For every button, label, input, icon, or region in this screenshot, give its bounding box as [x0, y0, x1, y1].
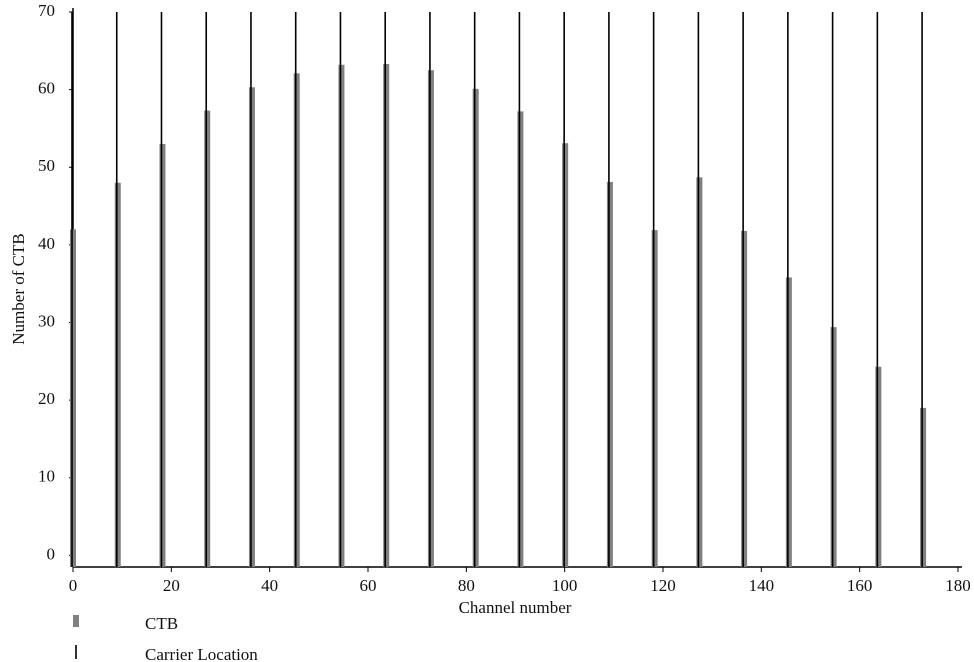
- y-tick-label: 60: [38, 79, 55, 98]
- x-tick-label: 180: [945, 576, 971, 595]
- y-tick-label: 10: [38, 467, 55, 486]
- bar: [427, 70, 434, 567]
- bar: [204, 110, 211, 568]
- bar: [293, 73, 300, 567]
- bar: [248, 87, 255, 568]
- y-tick-label: 20: [38, 389, 55, 408]
- bar: [517, 111, 524, 568]
- x-tick-label: 40: [261, 576, 278, 595]
- y-tick-label: 30: [38, 311, 55, 330]
- bar: [785, 277, 792, 567]
- bar: [741, 230, 748, 567]
- x-tick-label: 100: [552, 576, 578, 595]
- legend-marker: [73, 615, 79, 627]
- x-tick-label: 80: [458, 576, 475, 595]
- x-axis-label: Channel number: [459, 598, 572, 617]
- bar: [651, 230, 658, 567]
- bar: [159, 143, 166, 567]
- bar: [606, 181, 613, 567]
- y-tick-label: 70: [38, 1, 55, 20]
- legend-label: Carrier Location: [145, 645, 258, 662]
- x-tick-label: 160: [847, 576, 873, 595]
- bar: [830, 327, 837, 567]
- bar: [696, 177, 703, 567]
- bar: [338, 64, 345, 568]
- y-axis-label: Number of CTB: [9, 233, 28, 344]
- x-tick-label: 140: [749, 576, 775, 595]
- x-tick-label: 120: [650, 576, 676, 595]
- y-tick-label: 40: [38, 234, 55, 253]
- x-tick-label: 0: [69, 576, 78, 595]
- bar: [472, 88, 479, 567]
- bar: [383, 64, 390, 568]
- x-tick-label: 20: [163, 576, 180, 595]
- bar: [562, 143, 569, 567]
- y-tick-label: 50: [38, 156, 55, 175]
- legend-label: CTB: [145, 614, 178, 633]
- x-tick-label: 60: [360, 576, 377, 595]
- bar: [114, 182, 121, 567]
- bar: [920, 407, 927, 567]
- bar: [70, 229, 76, 567]
- bar: [875, 366, 882, 567]
- y-tick-label: 0: [47, 544, 56, 563]
